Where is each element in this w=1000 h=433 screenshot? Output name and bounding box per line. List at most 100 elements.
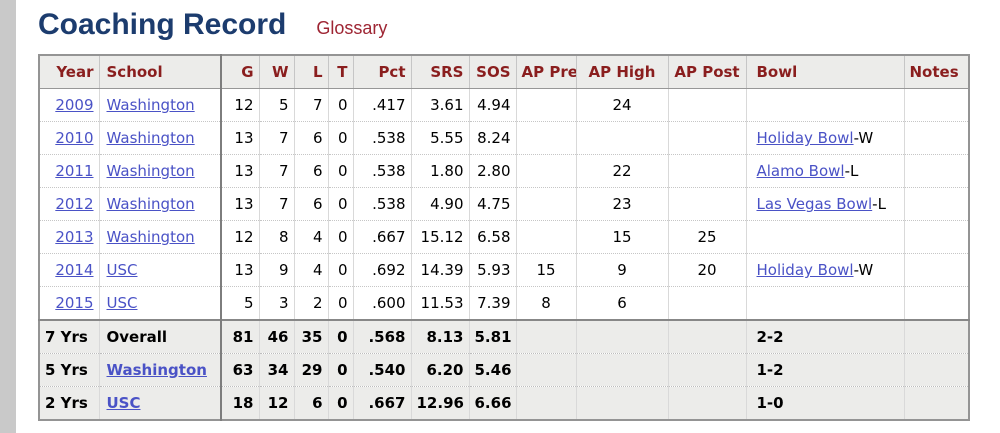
year-link[interactable]: 2014 (55, 261, 94, 279)
school-link[interactable]: Washington (106, 195, 195, 213)
cell-g: 18 (221, 386, 260, 420)
cell-bowl: Las Vegas Bowl-L (746, 187, 905, 221)
cell-w: 7 (259, 154, 295, 188)
cell-t: 0 (328, 353, 354, 387)
cell-ap-pre (516, 386, 577, 420)
cell-t: 0 (328, 220, 354, 254)
glossary-link[interactable]: Glossary (316, 18, 388, 38)
col-header-ap-post[interactable]: AP Post (668, 55, 747, 89)
cell-sos: 6.66 (469, 386, 517, 420)
col-header-ap-pre[interactable]: AP Pre (516, 55, 577, 89)
cell-l: 2 (294, 286, 329, 320)
school-link[interactable]: Washington (106, 361, 207, 379)
cell-ap-high (576, 121, 669, 155)
cell-notes (904, 386, 970, 420)
cell-ap-high: 15 (576, 220, 669, 254)
cell-w: 7 (259, 121, 295, 155)
cell-ap-post: 25 (668, 220, 747, 254)
cell-ap-pre (516, 187, 577, 221)
cell-school: Washington (99, 353, 222, 387)
col-header-school[interactable]: School (99, 55, 222, 89)
cell-ap-high (576, 386, 669, 420)
school-link[interactable]: Washington (106, 96, 195, 114)
cell-bowl-record: 1-0 (746, 386, 905, 420)
cell-school: Washington (99, 88, 222, 122)
school-link[interactable]: USC (106, 294, 138, 312)
school-link[interactable]: Washington (106, 129, 195, 147)
cell-bowl (746, 88, 905, 122)
cell-g: 5 (221, 286, 260, 320)
col-header-w[interactable]: W (259, 55, 295, 89)
cell-school: Overall (99, 319, 222, 354)
cell-ap-post (668, 88, 747, 122)
cell-ap-high (576, 353, 669, 387)
year-link[interactable]: 2009 (55, 96, 94, 114)
cell-sos: 5.81 (469, 319, 517, 354)
cell-ap-pre (516, 220, 577, 254)
cell-pct: .538 (353, 154, 412, 188)
col-header-bowl[interactable]: Bowl (746, 55, 905, 89)
cell-pct: .540 (353, 353, 412, 387)
col-header-notes[interactable]: Notes (904, 55, 970, 89)
cell-year: 2010 (39, 121, 100, 155)
cell-t: 0 (328, 253, 354, 287)
school-link[interactable]: USC (106, 394, 141, 412)
cell-sos: 4.75 (469, 187, 517, 221)
cell-w: 12 (259, 386, 295, 420)
year-link[interactable]: 2013 (55, 228, 94, 246)
bowl-link[interactable]: Holiday Bowl (756, 129, 854, 147)
cell-l: 6 (294, 154, 329, 188)
cell-srs: 6.20 (411, 353, 470, 387)
cell-ap-high: 24 (576, 88, 669, 122)
school-link[interactable]: Washington (106, 228, 195, 246)
col-header-g[interactable]: G (221, 55, 260, 89)
col-header-srs[interactable]: SRS (411, 55, 470, 89)
col-header-sos[interactable]: SOS (469, 55, 517, 89)
bowl-link[interactable]: Holiday Bowl (756, 261, 854, 279)
year-link[interactable]: 2015 (55, 294, 94, 312)
col-header-t[interactable]: T (328, 55, 354, 89)
col-header-pct[interactable]: Pct (353, 55, 412, 89)
cell-g: 63 (221, 353, 260, 387)
year-link[interactable]: 2011 (55, 162, 94, 180)
cell-year: 2009 (39, 88, 100, 122)
cell-ap-high: 9 (576, 253, 669, 287)
cell-l: 29 (294, 353, 329, 387)
bowl-link[interactable]: Alamo Bowl (756, 162, 845, 180)
table-row: 2015 USC 5 3 2 0 .600 11.53 7.39 8 6 (39, 286, 970, 320)
cell-ap-post (668, 286, 747, 320)
cell-l: 35 (294, 319, 329, 354)
heading-row: Coaching Record Glossary (38, 8, 1000, 42)
year-link[interactable]: 2010 (55, 129, 94, 147)
cell-ap-high: 6 (576, 286, 669, 320)
cell-notes (904, 319, 970, 354)
cell-w: 9 (259, 253, 295, 287)
bowl-result: -L (872, 195, 886, 213)
bowl-result: -W (853, 129, 874, 147)
page-title: Coaching Record (38, 8, 287, 41)
cell-bowl: Holiday Bowl-W (746, 253, 905, 287)
col-header-ap-high[interactable]: AP High (576, 55, 669, 89)
cell-pct: .667 (353, 220, 412, 254)
page-content: Coaching Record Glossary Year School G W… (38, 0, 1000, 421)
cell-t: 0 (328, 88, 354, 122)
col-header-year[interactable]: Year (39, 55, 100, 89)
school-link[interactable]: Washington (106, 162, 195, 180)
cell-school: USC (99, 386, 222, 420)
cell-pct: .667 (353, 386, 412, 420)
cell-l: 4 (294, 220, 329, 254)
cell-sos: 2.80 (469, 154, 517, 188)
bowl-link[interactable]: Las Vegas Bowl (756, 195, 873, 213)
coaching-record-table: Year School G W L T Pct SRS SOS AP Pre A… (38, 54, 970, 421)
table-footer: 7 Yrs Overall 81 46 35 0 .568 8.13 5.81 … (39, 319, 970, 420)
col-header-l[interactable]: L (294, 55, 329, 89)
cell-notes (904, 121, 970, 155)
school-link[interactable]: USC (106, 261, 138, 279)
footer-row: 7 Yrs Overall 81 46 35 0 .568 8.13 5.81 … (39, 319, 970, 354)
cell-ap-high: 23 (576, 187, 669, 221)
cell-year-span: 2 Yrs (39, 386, 100, 420)
cell-t: 0 (328, 154, 354, 188)
cell-bowl (746, 286, 905, 320)
cell-g: 13 (221, 121, 260, 155)
year-link[interactable]: 2012 (55, 195, 94, 213)
